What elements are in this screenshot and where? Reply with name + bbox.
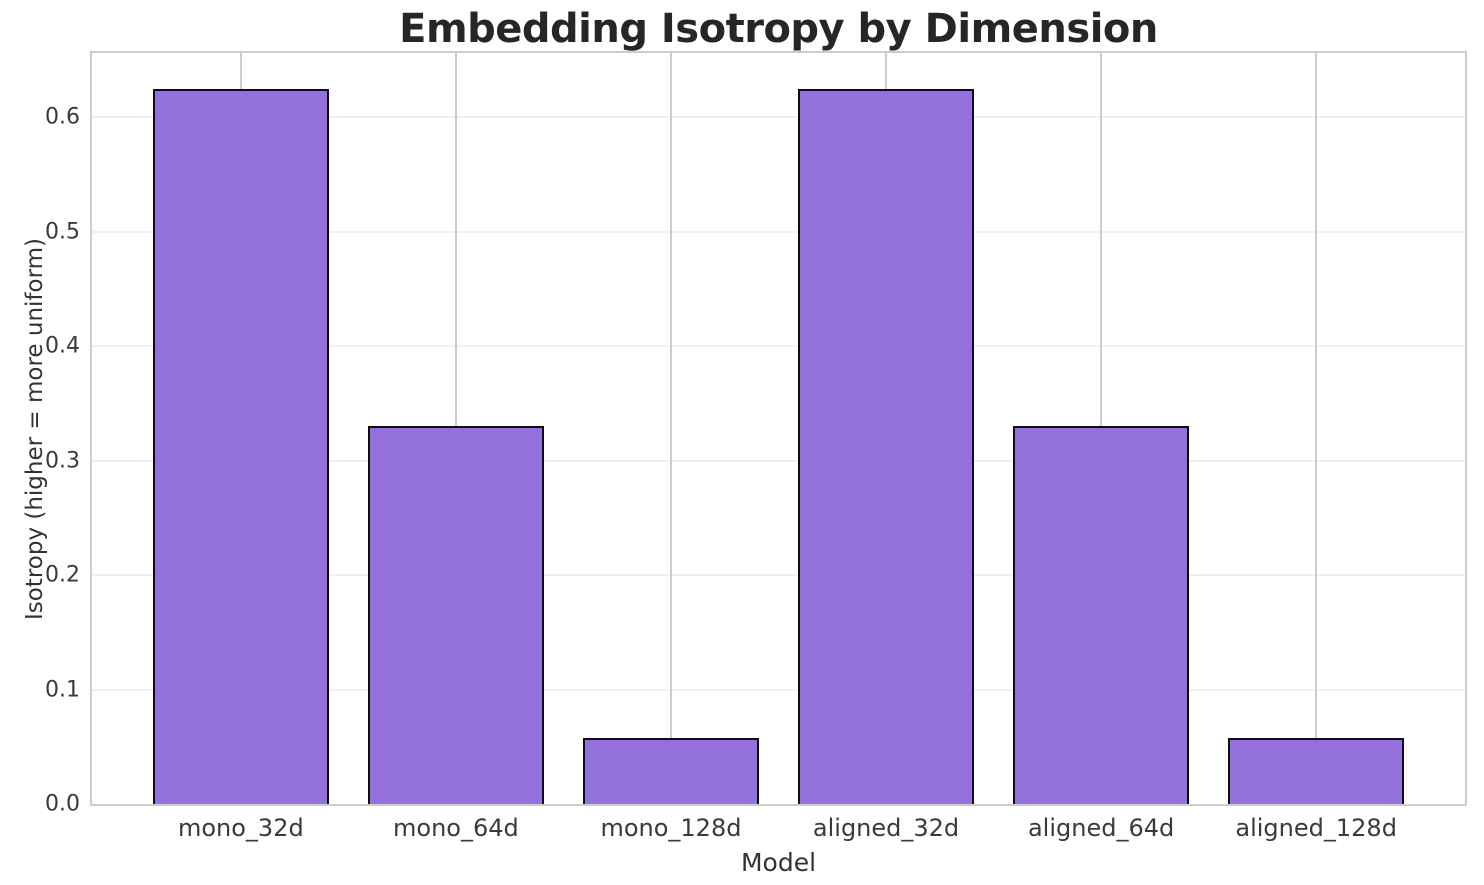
bar-mono_32d: [153, 88, 329, 804]
y-tick-label: 0.2: [45, 562, 80, 588]
gridline-horizontal: [92, 116, 1465, 119]
y-tick-label: 0.3: [45, 448, 80, 474]
x-tick-label: mono_64d: [393, 814, 519, 842]
gridline-horizontal: [92, 574, 1465, 577]
y-tick-label: 0.4: [45, 333, 80, 359]
bar-mono_64d: [368, 426, 544, 804]
x-tick-label: mono_128d: [600, 814, 742, 842]
y-tick-label: 0.5: [45, 219, 80, 245]
gridline-horizontal: [92, 230, 1465, 233]
gridline-horizontal: [92, 688, 1465, 691]
bar-aligned_128d: [1228, 737, 1404, 804]
x-tick-label: aligned_128d: [1235, 814, 1397, 842]
y-tick-label: 0.6: [45, 104, 80, 130]
y-tick-label: 0.1: [45, 677, 80, 703]
x-axis-label: Model: [740, 848, 817, 877]
plot-area: 0.0 0.1 0.2 0.3 0.4 0.5 0.6 mono_32d mono_64d mo…: [22, 51, 1467, 877]
chart-title: Embedding Isotropy by Dimension: [399, 6, 1158, 52]
gridline-vertical: [669, 53, 672, 804]
x-tick-label: mono_32d: [177, 814, 304, 842]
y-axis-label-box: Isotropy (higher = more uniform): [22, 53, 48, 804]
y-tick-label: 0.0: [45, 791, 80, 817]
x-tick-label: aligned_64d: [1027, 814, 1175, 842]
bar-aligned_32d: [798, 88, 974, 804]
y-axis-label: Isotropy (higher = more uniform): [22, 237, 48, 620]
bar-mono_128d: [583, 737, 759, 804]
gridline-vertical: [1315, 53, 1318, 804]
gridline-horizontal: [92, 345, 1465, 348]
x-tick-label: aligned_32d: [812, 814, 960, 842]
bar-aligned_64d: [1013, 426, 1189, 804]
gridline-horizontal: [92, 459, 1465, 462]
